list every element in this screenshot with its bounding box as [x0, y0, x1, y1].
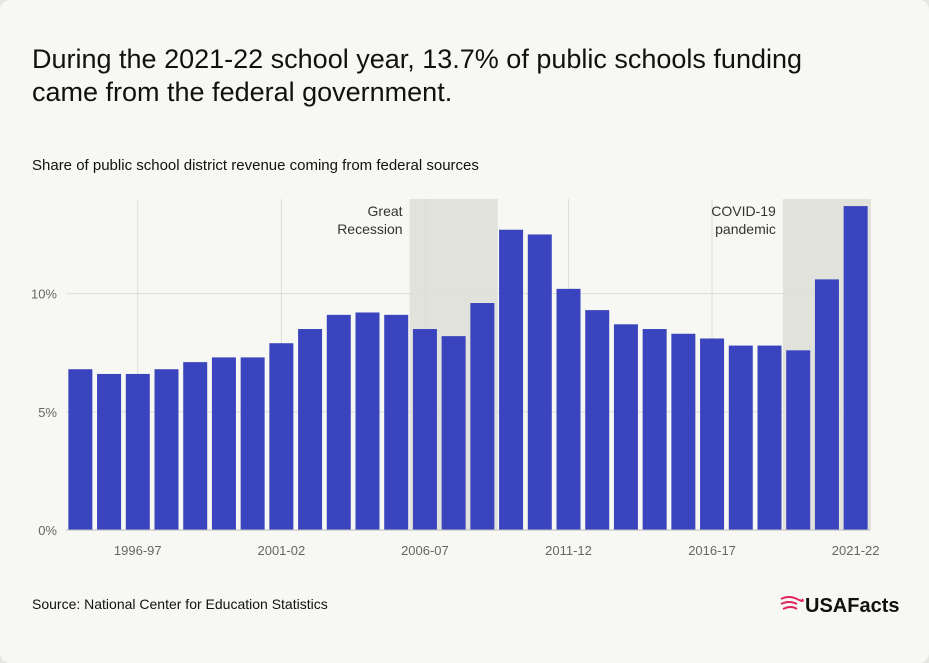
bar [412, 329, 437, 530]
y-tick-label: 5% [38, 405, 57, 420]
bar [814, 279, 839, 530]
brand: USAFacts [805, 595, 899, 617]
bar [154, 369, 179, 530]
logo: USAFacts [780, 595, 899, 617]
chart-title: During the 2021-22 school year, 13.7% of… [32, 44, 802, 107]
source: Source: National Center for Education St… [32, 596, 328, 612]
bar [671, 333, 696, 530]
x-tick-label: 1996-97 [114, 543, 162, 558]
x-tick-label: 2001-02 [257, 543, 305, 558]
y-tick-label: 0% [38, 523, 57, 538]
bar [355, 312, 380, 530]
bar [183, 362, 208, 530]
bar [757, 345, 782, 530]
bar [211, 357, 236, 530]
x-tick-label: 2011-12 [545, 543, 592, 558]
bar [642, 329, 667, 530]
annotation: Great [368, 203, 403, 219]
bar [269, 343, 294, 530]
bar [97, 373, 122, 530]
bar [556, 288, 581, 530]
bar [68, 369, 93, 530]
plot: 1996-97 2001-02 2006-07 2011-12 2016-17 2021-… [31, 199, 880, 558]
bar [298, 329, 323, 530]
x-tick-label: 2006-07 [401, 543, 449, 558]
chart-subtitle: Share of public school district revenue … [32, 157, 479, 174]
annotation: pandemic [715, 221, 776, 237]
x-tick-label: 2021-22 [832, 543, 880, 558]
bar [384, 314, 409, 530]
bar [240, 357, 265, 530]
x-tick-label: 2016-17 [688, 543, 736, 558]
bar [786, 350, 811, 530]
bar [728, 345, 753, 530]
bar [441, 336, 466, 530]
bar [613, 324, 638, 530]
bar [843, 206, 868, 531]
bar [470, 303, 495, 530]
bar [125, 373, 150, 530]
bar [326, 314, 351, 530]
bar [700, 338, 725, 530]
bar [527, 234, 552, 530]
annotation: COVID-19 [711, 203, 776, 219]
y-tick-label: 10% [31, 287, 57, 302]
annotation: Recession [337, 221, 402, 237]
logo-icon [780, 596, 804, 610]
bar [499, 229, 524, 530]
bar [585, 310, 610, 530]
